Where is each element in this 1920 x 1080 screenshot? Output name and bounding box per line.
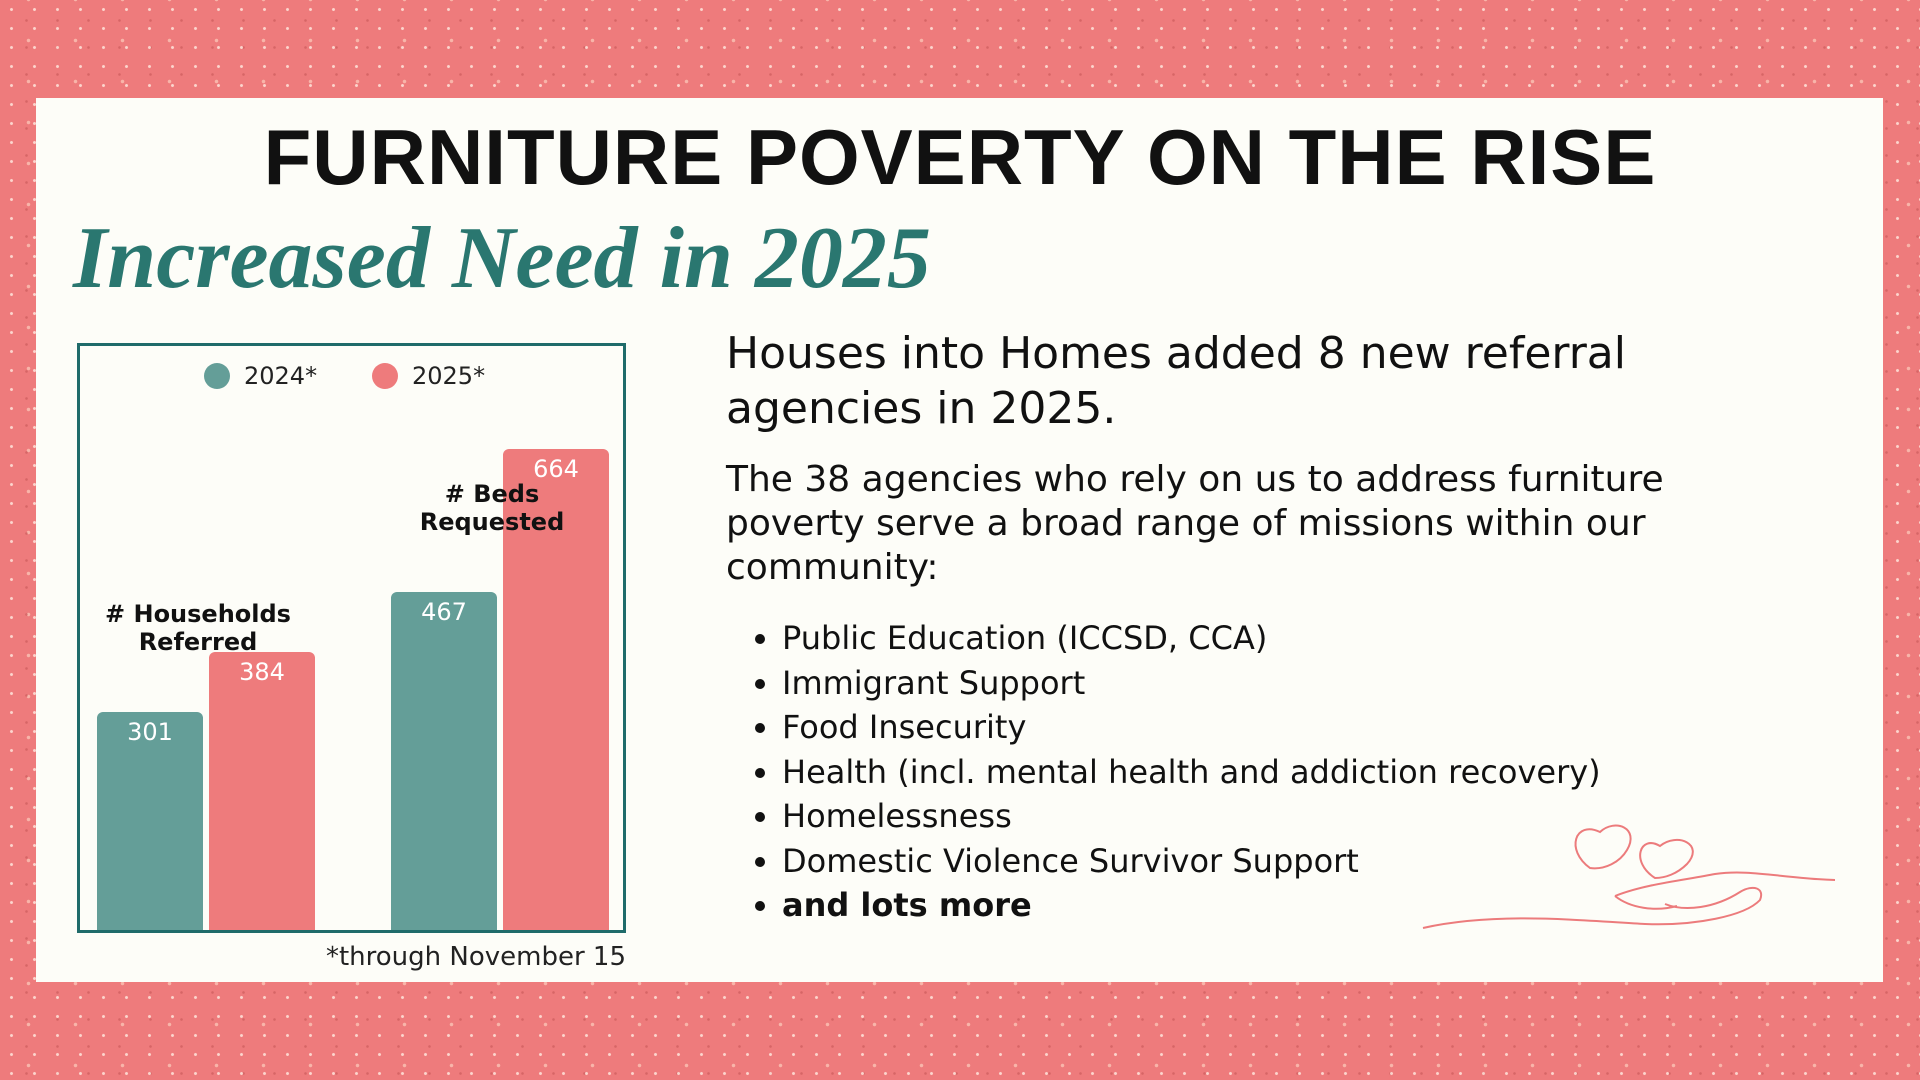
bullet-item: and lots more <box>782 883 1736 928</box>
heart-hand-illustration <box>1422 824 1835 929</box>
bar <box>209 651 315 930</box>
heart <box>1574 824 1632 870</box>
paragraph: The 38 agencies who rely on us to addres… <box>726 459 1664 588</box>
bullet-item: Domestic Violence Survivor Support <box>782 839 1736 884</box>
hand-line <box>1422 886 1763 929</box>
hand-line <box>1614 871 1835 897</box>
bullet-item: Food Insecurity <box>782 705 1736 750</box>
legend-item: 2025* <box>372 362 485 390</box>
legend-label: 2024* <box>244 362 318 390</box>
legend-item: 2024* <box>204 362 317 390</box>
title: FURNITURE POVERTY ON THE RISE <box>263 113 1657 201</box>
text-block: Houses into Homes added 8 new referral a… <box>726 326 1736 928</box>
chart: 2024* 2025* 301 384 # Households Referred 467… <box>77 343 626 933</box>
panel <box>36 98 1883 982</box>
bullet-item: Health (incl. mental health and addictio… <box>782 750 1736 795</box>
value-label: 664 <box>533 455 579 484</box>
bullet-list: Public Education (ICCSD, CCA)Immigrant S… <box>726 616 1736 928</box>
chart-note: *through November 15 <box>325 942 626 972</box>
category-label: # Households Referred <box>105 599 291 656</box>
subtitle: Increased Need in 2025 <box>73 210 931 307</box>
hand-line <box>1614 895 1678 910</box>
legend-swatch <box>204 363 230 389</box>
bar <box>97 711 203 930</box>
value-label: 467 <box>421 597 467 626</box>
category-label: # Beds Requested <box>419 479 565 536</box>
bullet-item: Immigrant Support <box>782 661 1736 706</box>
bullet-item: Public Education (ICCSD, CCA) <box>782 616 1736 661</box>
legend-swatch <box>372 363 398 389</box>
bullet-item: Homelessness <box>782 794 1736 839</box>
legend-label: 2025* <box>412 362 486 390</box>
heart <box>1639 839 1694 880</box>
bar <box>391 591 497 930</box>
value-label: 384 <box>239 657 285 686</box>
bar <box>503 449 609 930</box>
value-label: 301 <box>127 717 173 746</box>
headline: Houses into Homes added 8 new referral a… <box>726 328 1626 434</box>
